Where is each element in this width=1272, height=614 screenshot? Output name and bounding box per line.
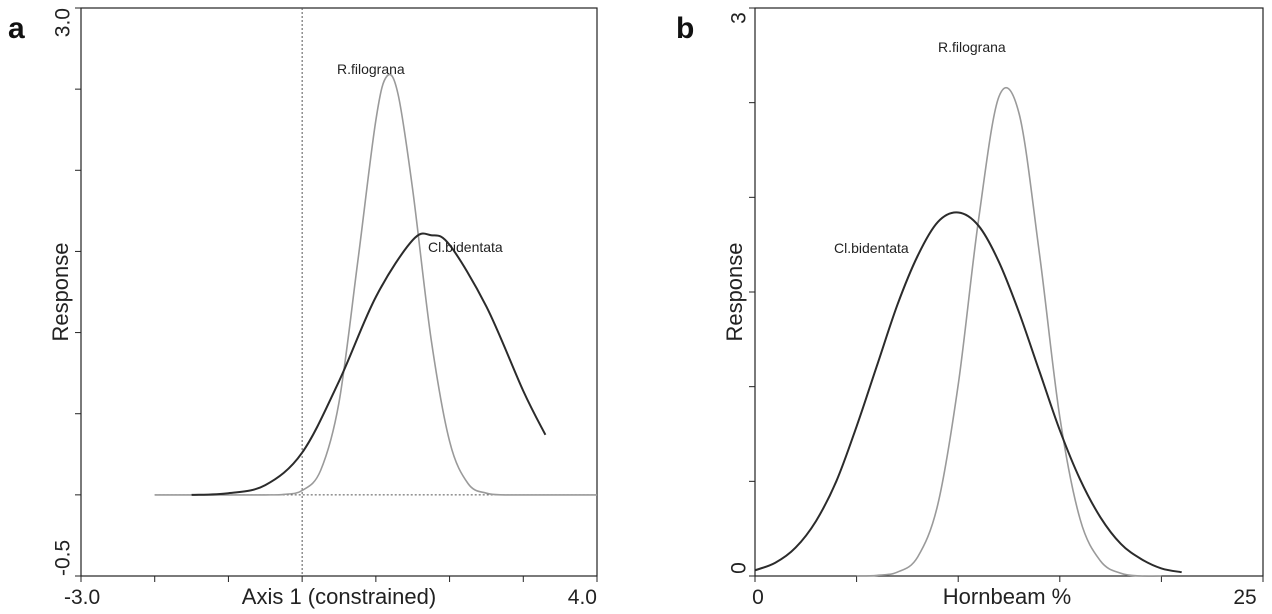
panel-b: b R.filograna Cl.bidentata 0 3 0 25 Horn…: [676, 7, 1264, 609]
panel-b-curve-r-filograna: [856, 86, 1162, 577]
panel-a-y-tick-min: -0.5: [52, 540, 75, 576]
panel-b-letter: b: [676, 12, 694, 45]
panel-b-x-tick-max: 25: [1233, 586, 1256, 609]
panel-b-y-tick-min: 0: [728, 562, 751, 574]
panel-b-y-tick-max: 3: [728, 12, 751, 24]
panel-a-ticks: [75, 7, 598, 582]
panel-b-y-axis-title: Response: [722, 242, 747, 341]
panel-b-x-tick-min: 0: [752, 586, 764, 609]
panel-b-ticks: [749, 7, 1264, 582]
panel-b-label-cl-bidentata: Cl.bidentata: [834, 240, 909, 256]
panel-a-x-tick-max: 4.0: [568, 586, 597, 609]
panel-a-label-cl-bidentata: Cl.bidentata: [428, 239, 503, 255]
panel-a-curve-r-filograna: [154, 73, 597, 496]
panel-a-frame: [80, 7, 598, 577]
panel-b-curve-cl-bidentata: [754, 211, 1182, 574]
panel-a-x-axis-title: Axis 1 (constrained): [242, 584, 436, 609]
panel-a-curve-cl-bidentata: [191, 232, 547, 496]
panel-b-x-axis-title: Hornbeam %: [943, 584, 1071, 609]
panel-a: a R.filograna Cl.bidentata -0.5 3.0 -3.0…: [8, 7, 598, 609]
panel-a-label-r-filograna: R.filograna: [337, 61, 405, 77]
panel-a-x-tick-min: -3.0: [64, 586, 100, 609]
panel-a-letter: a: [8, 12, 25, 45]
panel-a-y-axis-title: Response: [48, 242, 73, 341]
panel-b-label-r-filograna: R.filograna: [938, 39, 1006, 55]
panel-a-y-tick-max: 3.0: [52, 8, 75, 37]
